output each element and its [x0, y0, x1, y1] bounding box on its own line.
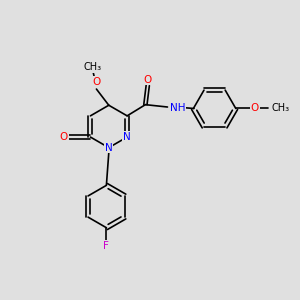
Text: F: F: [103, 241, 109, 251]
Text: O: O: [60, 132, 68, 142]
Text: N: N: [123, 132, 131, 142]
Text: CH₃: CH₃: [272, 103, 290, 113]
Text: N: N: [105, 142, 113, 153]
Text: CH₃: CH₃: [84, 62, 102, 72]
Text: O: O: [250, 103, 259, 113]
Text: O: O: [92, 77, 101, 87]
Text: NH: NH: [170, 103, 185, 113]
Text: O: O: [144, 75, 152, 85]
